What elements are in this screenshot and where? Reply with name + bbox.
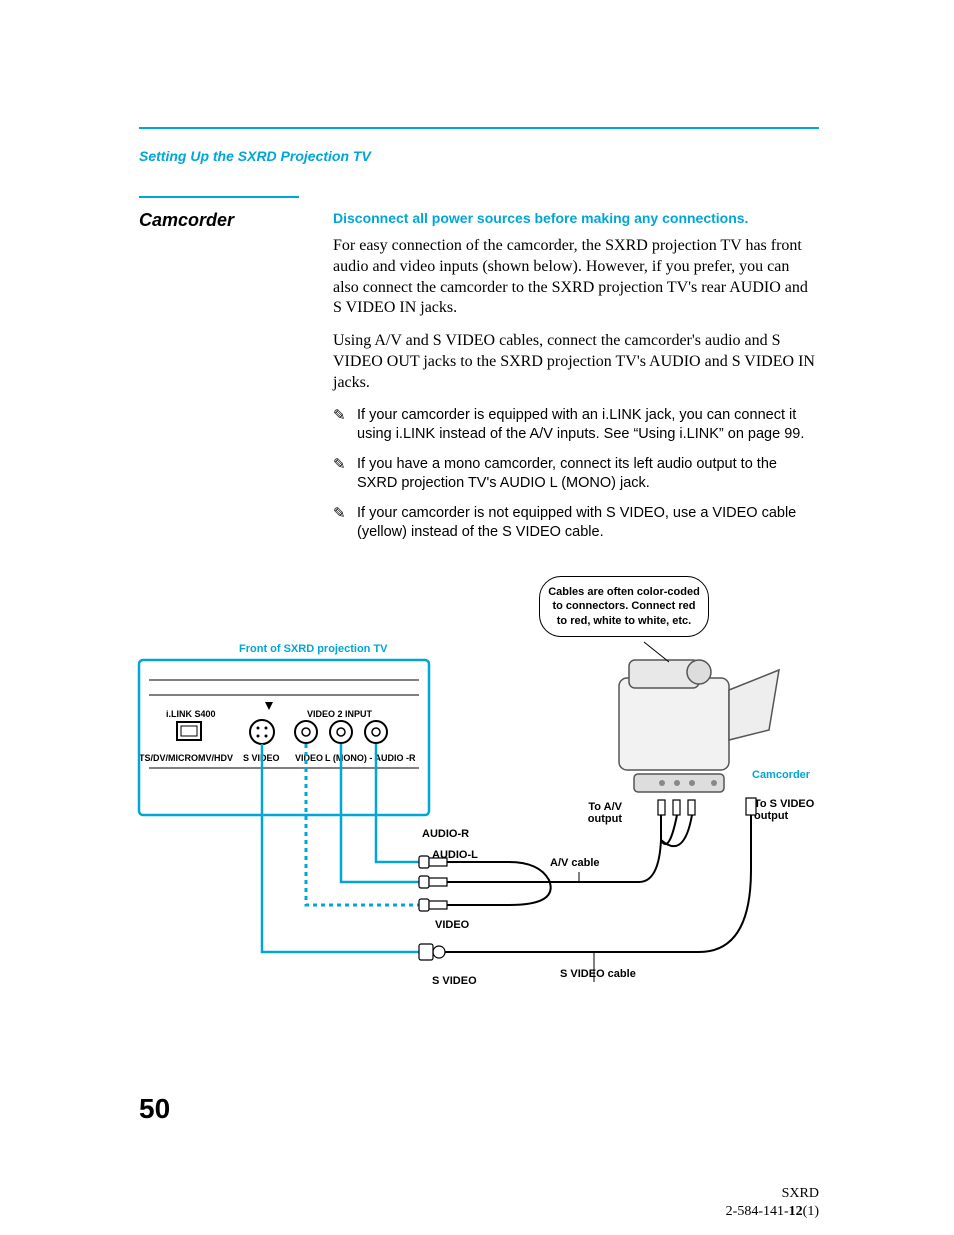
paragraph-2: Using A/V and S VIDEO cables, connect th… [333,331,819,393]
page-number: 50 [139,1093,170,1125]
paragraph-1: For easy connection of the camcorder, th… [333,236,819,319]
top-rule [139,127,819,129]
body-column: Disconnect all power sources before maki… [333,210,819,553]
camcorder-icon [619,660,779,792]
footer: SXRD 2-584-141-12(1) [726,1185,819,1220]
short-rule [139,196,299,198]
footer-line1: SXRD [726,1185,819,1203]
side-title: Camcorder [139,210,234,231]
note-1: If your camcorder is equipped with an i.… [333,406,819,445]
diagram-svg [139,570,819,990]
note-2: If you have a mono camcorder, connect it… [333,455,819,494]
warning-text: Disconnect all power sources before maki… [333,210,819,226]
section-header: Setting Up the SXRD Projection TV [139,148,371,164]
connection-diagram: Cables are often color-coded to connecto… [139,570,819,990]
note-3: If your camcorder is not equipped with S… [333,504,819,543]
footer-line2: 2-584-141-12(1) [726,1203,819,1221]
rca-plugs [419,856,475,911]
